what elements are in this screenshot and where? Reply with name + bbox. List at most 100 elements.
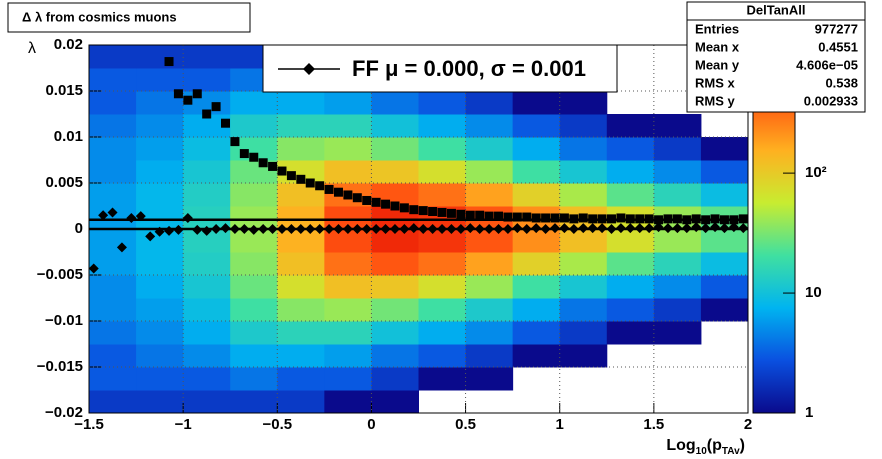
square-marker (494, 211, 504, 221)
heat-cell (136, 298, 184, 322)
heat-cell (230, 183, 278, 207)
square-marker (173, 89, 183, 99)
diamond-marker (550, 223, 561, 234)
heat-cell (89, 206, 137, 230)
diamond-marker (493, 224, 504, 234)
diamond-marker (710, 222, 721, 233)
diamond-marker (389, 224, 400, 234)
heat-cell (606, 298, 655, 322)
heat-cell (512, 252, 561, 276)
y-tick-label: −0.005 (37, 266, 83, 283)
heat-cell (560, 367, 608, 391)
heat-cell (653, 229, 702, 253)
x-label-sub: 10 (696, 446, 708, 457)
x-tick-label: 2 (744, 416, 752, 433)
x-tick-label: 1.5 (643, 416, 664, 433)
y-tick-label: −0.01 (45, 312, 83, 329)
heat-cell (607, 367, 655, 391)
heat-cell (183, 137, 231, 161)
heat-cell (701, 344, 749, 368)
stats-label: Mean y (695, 57, 740, 72)
diamond-marker (248, 224, 259, 235)
diamond-marker (192, 224, 203, 235)
diamond-marker (314, 224, 325, 234)
heat-cell (559, 298, 608, 322)
x-tick-label: −1 (175, 416, 192, 433)
square-marker (381, 199, 391, 209)
heat-cell (277, 206, 325, 230)
heat-cell (654, 390, 702, 414)
heat-cell (324, 275, 372, 299)
diamond-marker (540, 224, 551, 234)
heat-cell (512, 298, 561, 322)
heat-cell (607, 344, 655, 368)
x-label-part: Log (666, 437, 695, 454)
square-marker (164, 57, 174, 67)
x-tick-label: 1 (556, 416, 564, 433)
diamond-marker (625, 223, 636, 234)
square-marker (324, 184, 334, 194)
heat-cell (512, 91, 561, 115)
square-marker (221, 118, 231, 128)
heat-cell (89, 183, 137, 207)
heat-cell (513, 367, 561, 391)
heat-cell (559, 275, 608, 299)
heat-cell (465, 137, 514, 161)
diamond-marker (502, 224, 513, 234)
heat-cell (183, 275, 231, 299)
heat-cell (136, 344, 184, 368)
heat-cell (324, 321, 372, 345)
square-marker (550, 213, 560, 223)
heat-cell (277, 298, 325, 322)
heat-cell (136, 137, 184, 161)
heat-cell (230, 252, 278, 276)
square-marker (682, 215, 692, 225)
heat-cell (183, 298, 231, 322)
heat-cell (653, 252, 702, 276)
heat-cell (465, 229, 514, 253)
diamond-marker (738, 223, 749, 234)
diamond-marker (606, 224, 617, 234)
y-tick-label: 0.005 (45, 174, 83, 191)
square-marker (710, 214, 720, 224)
diamond-marker (568, 224, 579, 234)
heat-cell (465, 114, 514, 138)
heat-cell (559, 160, 608, 184)
square-marker (258, 158, 268, 168)
diamond-marker (220, 223, 231, 234)
diamond-marker (342, 224, 353, 234)
heat-cell (465, 183, 514, 207)
square-marker (183, 95, 193, 105)
heat-cell (606, 137, 655, 161)
square-marker (362, 195, 372, 205)
diamond-marker (474, 224, 485, 234)
square-marker (606, 214, 616, 224)
square-marker (484, 211, 494, 221)
heat-cell (419, 390, 467, 414)
square-marker (691, 214, 701, 224)
square-marker (559, 213, 569, 223)
diamond-marker (399, 224, 410, 234)
heat-cell (183, 68, 231, 92)
square-marker (597, 214, 607, 224)
square-marker (333, 187, 343, 197)
heat-cell (700, 298, 749, 322)
heat-cell (607, 390, 655, 414)
y-tick-label: 0.02 (54, 36, 83, 53)
legend-marker (303, 63, 315, 75)
heat-cell (512, 114, 561, 138)
y-tick-label: −0.02 (45, 404, 83, 421)
heat-cell (465, 252, 514, 276)
diamond-marker (681, 223, 692, 234)
heat-cell (183, 114, 231, 138)
heat-cell (371, 114, 419, 138)
square-marker (296, 174, 306, 184)
x-label-part: (p (707, 437, 722, 454)
diamond-marker (154, 226, 165, 237)
diamond-marker (276, 224, 287, 234)
stats-label: RMS y (695, 93, 736, 108)
heat-cell (230, 367, 278, 391)
heat-cell (700, 183, 749, 207)
heat-cell (559, 183, 608, 207)
heat-cell (183, 344, 231, 368)
